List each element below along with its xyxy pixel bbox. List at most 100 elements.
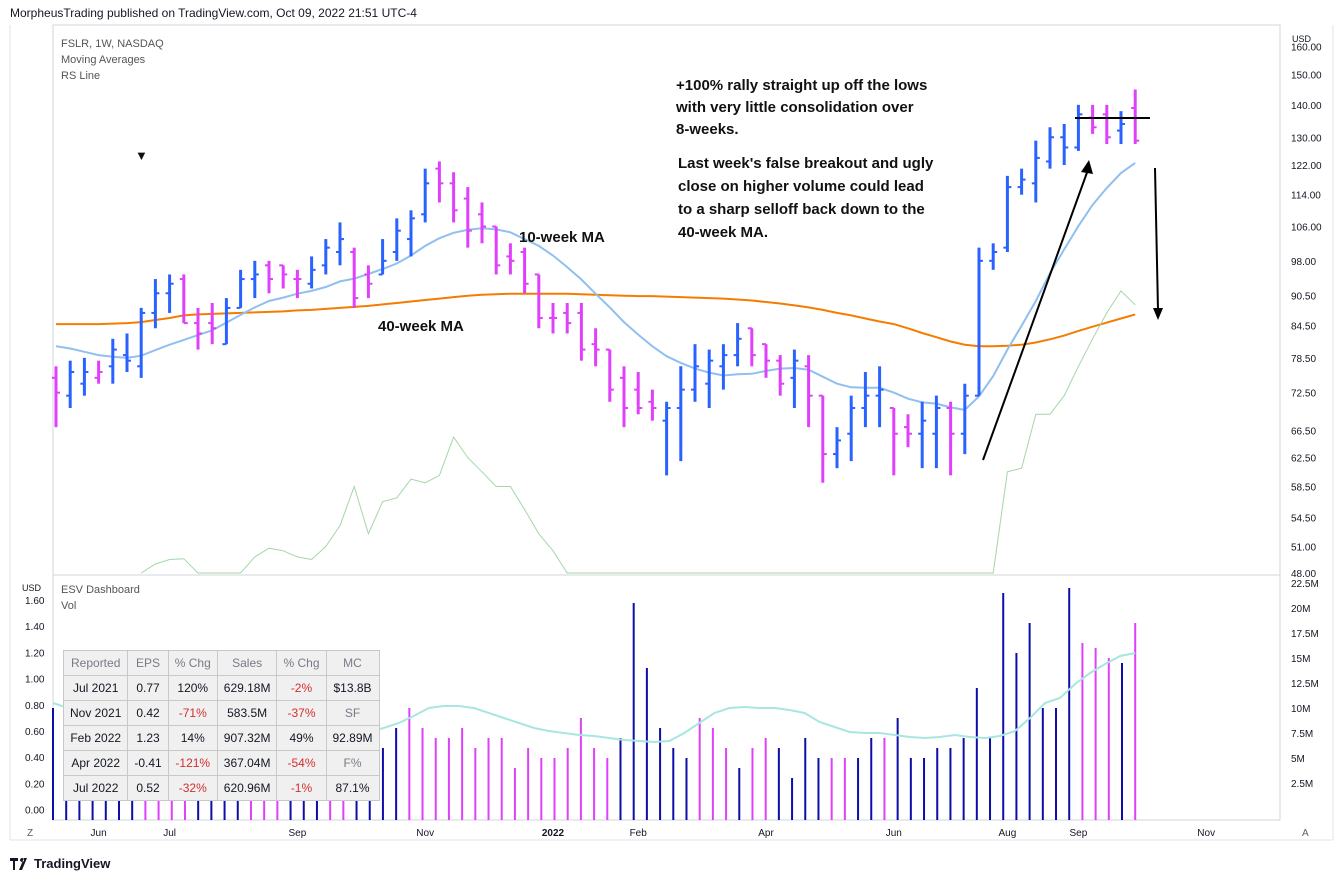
ohlc-bar [222, 298, 231, 346]
eps-tick-label: 1.40 [25, 622, 45, 633]
ohlc-bar [591, 328, 600, 367]
rally-arrow-head [1081, 160, 1093, 174]
table-row: Feb 2022 1.23 14% 907.32M 49% 92.89M [62, 725, 380, 751]
cell: 92.89M [325, 725, 380, 751]
price-tick-label: 78.50 [1291, 354, 1316, 365]
auto-scale-button[interactable]: A [1302, 828, 1309, 839]
cell: Feb 2022 [62, 725, 129, 751]
col-mc: MC [325, 650, 380, 676]
price-tick-label: 58.50 [1291, 482, 1316, 493]
price-tick-label: 62.50 [1291, 454, 1316, 465]
volume-tick-label: 5M [1291, 754, 1305, 765]
ohlc-bar [946, 401, 955, 476]
ma-legend: Moving Averages [61, 54, 146, 66]
tradingview-logo: TradingView [10, 856, 110, 871]
ohlc-bar [1060, 124, 1069, 166]
ohlc-bar [435, 161, 444, 203]
col-eps-chg: % Chg [167, 650, 218, 676]
rally-trend-arrow [982, 166, 1090, 461]
col-sales: Sales [216, 650, 278, 676]
ohlc-bar [506, 243, 515, 275]
ohlc-bar [236, 269, 245, 309]
tradingview-icon [10, 857, 27, 870]
rs-line [140, 290, 1136, 574]
time-tick-label: Jun [91, 828, 107, 839]
ohlc-bar [350, 247, 359, 308]
plot-frame [52, 24, 1281, 821]
time-tick-label: Jul [163, 828, 176, 839]
price-tick-label: 130.00 [1291, 133, 1322, 144]
cell: 620.96M [216, 775, 278, 801]
price-tick-label: 114.00 [1291, 191, 1321, 202]
ohlc-bar [762, 343, 770, 378]
ohlc-bar [648, 389, 657, 421]
price-tick-label: 98.00 [1291, 257, 1316, 268]
cell: 49% [276, 725, 327, 751]
cell: 583.5M [216, 700, 278, 726]
ohlc-bar [520, 247, 529, 294]
ohlc-bar [776, 355, 785, 396]
annotation-ma10-label: 10-week MA [519, 229, 605, 246]
annotation-breakout-line3: to a sharp selloff back down to the [678, 201, 925, 218]
time-tick-label: Jun [886, 828, 902, 839]
ohlc-bar [1017, 168, 1026, 195]
col-reported: Reported [62, 650, 129, 676]
price-tick-label: 122.00 [1291, 161, 1322, 172]
ohlc-bar [577, 302, 586, 361]
price-tick-label: 48.00 [1291, 569, 1316, 580]
lower-unit: USD [22, 583, 42, 593]
ohlc-bar [719, 344, 728, 390]
ohlc-bar [847, 395, 856, 462]
eps-tick-label: 0.40 [25, 753, 45, 764]
volume-tick-label: 17.5M [1291, 629, 1319, 640]
cell: F% [325, 750, 380, 776]
esv-dashboard-table: Reported EPS % Chg Sales % Chg MC Jul 20… [62, 650, 380, 801]
time-tick-label: Aug [999, 828, 1017, 839]
brand-name: TradingView [34, 856, 111, 871]
table-row: Apr 2022 -0.41 -121% 367.04M -54% F% [62, 750, 380, 776]
ohlc-bar [250, 260, 259, 299]
cell: Jul 2022 [62, 775, 129, 801]
price-tick-label: 140.00 [1291, 101, 1322, 112]
cell: -0.41 [127, 750, 169, 776]
ohlc-bar [52, 366, 60, 428]
ohlc-bar [634, 372, 643, 415]
volume-tick-label: 22.5M [1291, 579, 1319, 590]
cell: Nov 2021 [62, 700, 129, 726]
ohlc-bar [321, 239, 330, 275]
ohlc-bar [151, 279, 160, 329]
ohlc-bar [1031, 140, 1040, 203]
ma10-line [55, 162, 1136, 411]
price-tick-label: 150.00 [1291, 71, 1322, 82]
ohlc-bar [691, 344, 699, 402]
annotation-ma40-label: 40-week MA [378, 318, 464, 335]
ohlc-bar [534, 273, 543, 329]
cell: -32% [167, 775, 218, 801]
volume-tick-label: 7.5M [1291, 729, 1313, 740]
volume-tick-label: 2.5M [1291, 779, 1313, 790]
col-eps: EPS [127, 650, 169, 676]
price-tick-label: 90.50 [1291, 292, 1316, 303]
ohlc-bar [279, 264, 288, 289]
table-row: Nov 2021 0.42 -71% 583.5M -37% SF [62, 700, 380, 726]
ohlc-bar [194, 307, 202, 350]
z-button[interactable]: Z [27, 828, 34, 839]
esv-legend: ESV Dashboard [61, 584, 140, 596]
cell: -71% [167, 700, 218, 726]
time-tick-label: Sep [1070, 828, 1088, 839]
price-tick-label: 51.00 [1291, 542, 1316, 553]
time-tick-label: 2022 [542, 828, 565, 839]
ohlc-bar [549, 302, 557, 334]
volume-tick-label: 10M [1291, 704, 1310, 715]
eps-tick-label: 1.60 [25, 596, 45, 607]
ohlc-bar [1117, 111, 1125, 145]
ohlc-bar [492, 225, 501, 275]
ohlc-bar [918, 401, 927, 469]
time-tick-label: Feb [630, 828, 648, 839]
ohlc-bar [137, 307, 146, 378]
cell: 14% [167, 725, 218, 751]
cell: Apr 2022 [62, 750, 129, 776]
ohlc-bar [123, 333, 131, 373]
ohlc-bar [861, 372, 870, 428]
